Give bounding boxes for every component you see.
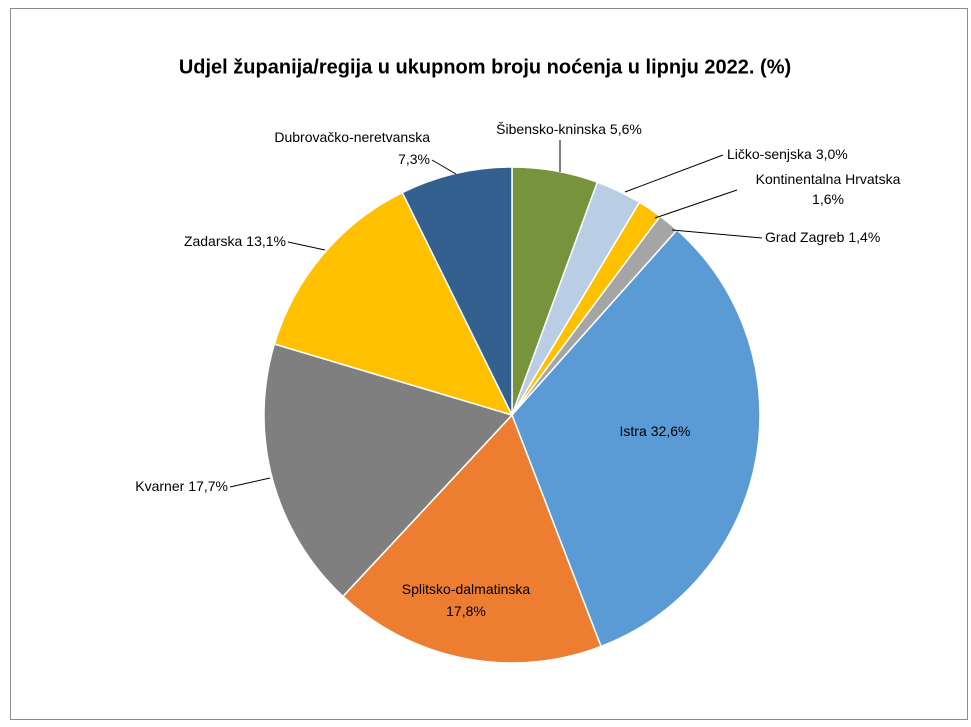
data-label: Splitsko-dalmatinska [402,581,531,597]
value-label: 17,8% [446,603,486,619]
data-label: 17,8% [446,603,486,619]
value-label: 32,6% [651,423,691,439]
category-label: Grad Zagreb [765,229,845,245]
data-label: Istra 32,6% [620,423,691,439]
data-label: Dubrovačko-neretvanska [274,129,430,145]
value-label: 13,1% [246,233,286,249]
pie-slice [263,343,514,598]
value-label: 1,6% [812,191,844,207]
category-label: Splitsko-dalmatinska [402,581,531,597]
value-label: 3,0% [816,146,848,162]
pie-slice [341,413,603,664]
data-label: 1,6% [812,191,844,207]
pie-slice [511,228,761,648]
category-label: Kontinentalna Hrvatska [756,171,901,187]
data-label: Grad Zagreb 1,4% [765,229,880,245]
data-label: 7,3% [398,151,430,167]
pie-slice [273,191,514,417]
leader-line [229,477,271,488]
data-label: Kvarner 17,7% [135,478,228,494]
data-label: Ličko-senjska 3,0% [727,146,848,162]
category-label: Kvarner [135,478,184,494]
leader-line [287,241,326,251]
data-label: Kontinentalna Hrvatska [756,171,901,187]
leader-line [654,189,738,219]
category-label: Šibensko-kninska [496,121,606,137]
value-label: 17,7% [188,478,228,494]
value-label: 1,4% [848,229,880,245]
category-label: Zadarska [184,233,243,249]
value-label: 5,6% [610,121,642,137]
leader-line [624,154,724,193]
data-label: Zadarska 13,1% [184,233,286,249]
data-label: Šibensko-kninska 5,6% [496,121,642,137]
leader-line [431,159,457,175]
category-label: Istra [620,423,647,439]
chart-title: Udjel županija/regija u ukupnom broju no… [179,56,791,78]
category-label: Ličko-senjska [727,146,812,162]
category-label: Dubrovačko-neretvanska [274,129,430,145]
leader-line [671,229,763,239]
value-label: 7,3% [398,151,430,167]
